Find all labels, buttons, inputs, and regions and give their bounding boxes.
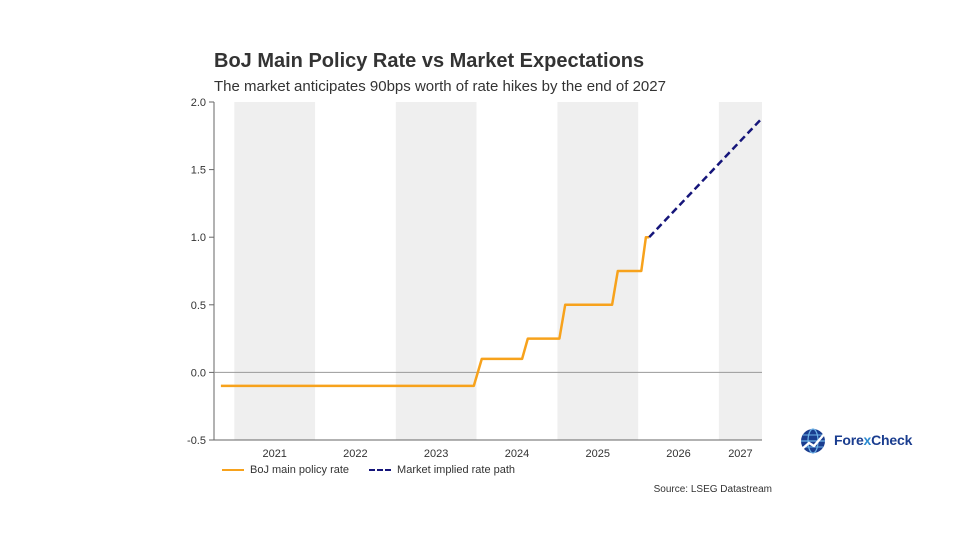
x-tick-label-2027: 2027 (728, 448, 752, 460)
x-tick-label-2021: 2021 (262, 448, 286, 460)
legend-label-policy: BoJ main policy rate (250, 464, 350, 476)
year-band-2023 (395, 102, 477, 440)
y-tick-label: 0.5 (191, 300, 206, 312)
source-note: Source: LSEG Datastream (653, 484, 772, 495)
y-tick-label: -0.5 (187, 435, 206, 447)
y-tick-label: 0.0 (191, 367, 206, 379)
legend-label-market: Market implied rate path (397, 464, 516, 476)
y-tick-label: 1.0 (191, 232, 206, 244)
chart-subtitle: The market anticipates 90bps worth of ra… (214, 78, 666, 95)
x-tick-label-2026: 2026 (666, 448, 690, 460)
legend-item-market: Market implied rate path (369, 464, 515, 476)
x-tick-label-2022: 2022 (343, 448, 367, 460)
x-tick-label-2023: 2023 (424, 448, 448, 460)
y-tick-label: 2.0 (191, 97, 206, 109)
x-tick-label-2024: 2024 (505, 448, 529, 460)
chart-legend: BoJ main policy rate Market implied rate… (222, 464, 525, 476)
year-band-2027 (718, 102, 762, 440)
year-band-2021 (234, 102, 316, 440)
series-line-market-path (648, 117, 763, 239)
forexcheck-logo: ForexCheck (798, 424, 912, 456)
legend-item-policy: BoJ main policy rate (222, 464, 349, 476)
legend-swatch-market (369, 469, 392, 471)
y-tick-label: 1.5 (191, 165, 206, 177)
logo-text: ForexCheck (834, 432, 913, 448)
legend-swatch-policy (222, 469, 244, 471)
x-tick-label-2025: 2025 (586, 448, 610, 460)
series-line-policy-rate (220, 235, 650, 388)
chart-title: BoJ Main Policy Rate vs Market Expectati… (214, 50, 645, 72)
globe-chart-icon (801, 428, 828, 454)
